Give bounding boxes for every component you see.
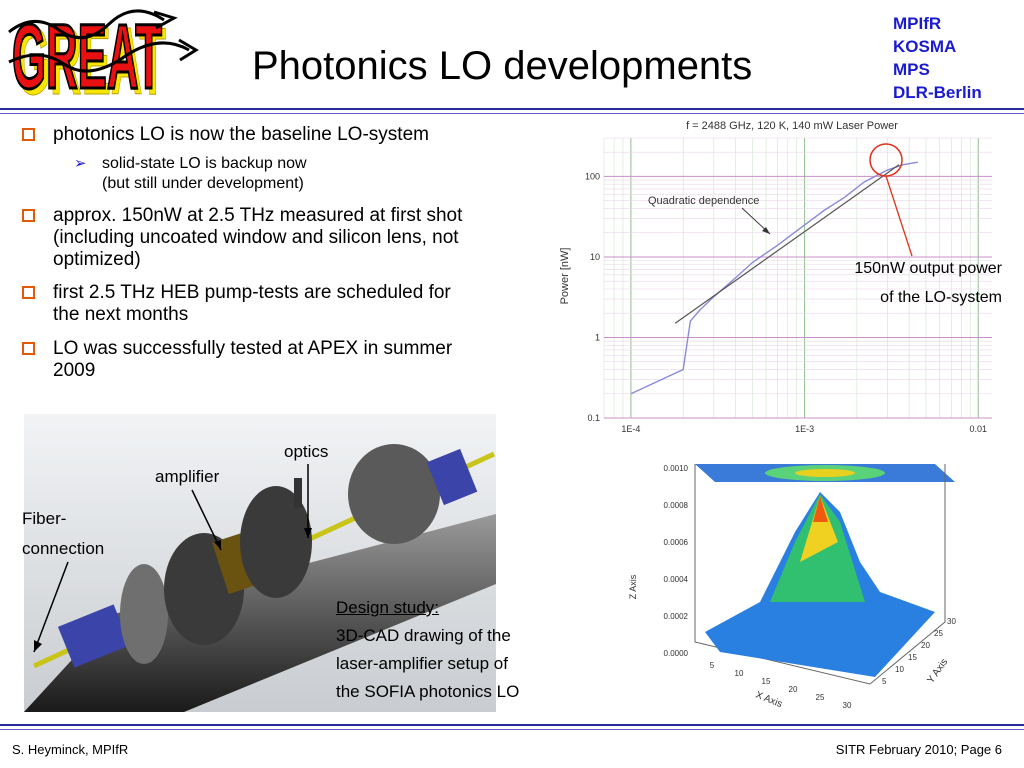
caption-heading: Design study: <box>336 598 439 617</box>
y-tick-label: 0.1 <box>587 413 600 423</box>
y-tick-label: 10 <box>590 252 600 262</box>
great-logo: GREAT GREAT <box>8 5 199 108</box>
bullet-text: photonics LO is now the baseline LO-syst… <box>53 124 429 145</box>
y-tick-label: 100 <box>585 171 600 181</box>
cad-drawing <box>24 414 496 712</box>
z-tick-label: 0.0010 <box>664 464 689 473</box>
institution-item: KOSMA <box>893 37 957 56</box>
motor-left <box>57 604 131 668</box>
institution-item: MPS <box>893 60 930 79</box>
surface-plot: 0.0000 0.0002 0.0004 0.0006 0.0008 0.0010 5 10… <box>620 452 970 714</box>
amplifier-pointer <box>191 489 222 551</box>
y-tick-label: 1 <box>595 332 600 342</box>
bullet-text: first 2.5 THz HEB pump-tests are schedul… <box>53 282 451 326</box>
power-annotation: 150nW output power of the LO-system <box>800 254 1002 312</box>
x-tick-label: 20 <box>789 685 798 694</box>
z-tick-labels: 0.0000 0.0002 0.0004 0.0006 0.0008 0.0010 <box>664 464 689 658</box>
bullet-line: approx. 150nW at 2.5 THz measured at fir… <box>53 205 463 226</box>
sub-bullet-text: solid-state LO is backup now <box>102 155 307 172</box>
caption-line: the SOFIA photonics LO <box>336 682 520 701</box>
power-annotation-line: of the LO-system <box>880 289 1002 306</box>
optics-arrowhead <box>304 528 312 538</box>
housing-left <box>120 564 168 664</box>
bullet-line: first 2.5 THz HEB pump-tests are schedul… <box>53 282 451 303</box>
institution-item: MPIfR <box>893 14 942 33</box>
page-title: Photonics LO developments <box>252 44 753 88</box>
bullet-text: LO was successfully tested at APEX in su… <box>53 338 452 382</box>
footer-author: S. Heyminck, MPIfR <box>12 742 129 757</box>
surface-high <box>800 496 838 562</box>
amplifier-label: amplifier <box>155 467 220 486</box>
fiber-arrowhead <box>34 640 42 652</box>
header-rule <box>0 108 1024 110</box>
z-tick-label: 0.0000 <box>664 649 689 658</box>
caption-line: 3D-CAD drawing of the <box>336 626 511 645</box>
z-tick-label: 0.0002 <box>664 612 689 621</box>
fiber-pointer <box>33 561 69 653</box>
y-tick-label: 20 <box>921 641 930 650</box>
z-tick-label: 0.0004 <box>664 575 689 584</box>
y-tick-label: 10 <box>895 665 904 674</box>
y-tick-label: 15 <box>908 653 917 662</box>
bullet-line: the next months <box>53 304 189 325</box>
amplifier-arrowhead <box>214 540 221 550</box>
optics-label: optics <box>284 442 329 461</box>
flange-mid <box>240 486 312 598</box>
x-tick-label: 0.01 <box>969 424 987 434</box>
cad-caption: Design study: 3D-CAD drawing of the lase… <box>336 594 519 706</box>
x-tick-label: 5 <box>710 661 715 670</box>
bullet-box-icon <box>22 128 35 141</box>
housing-right <box>348 444 440 544</box>
highlight-pointer <box>885 175 913 257</box>
y-tick-labels: 5 10 15 20 25 30 <box>882 617 956 686</box>
x-tick-label: 30 <box>843 701 852 710</box>
institutions-list: MPIfR KOSMA MPS DLR-Berlin <box>893 12 982 104</box>
chart-tick-labels: 1E-4 1E-3 0.01 0.1 1 10 100 <box>585 171 987 434</box>
institution-item: DLR-Berlin <box>893 83 982 102</box>
bullet-box-icon <box>22 342 35 355</box>
y-tick-label: 25 <box>934 629 943 638</box>
bullet-line: (including uncoated window and silicon l… <box>53 227 459 248</box>
x-tick-label: 1E-4 <box>621 424 640 434</box>
y-tick-label: 30 <box>947 617 956 626</box>
footer-rule-thin <box>0 729 1024 730</box>
fiber-connection-label: Fiber- connection <box>22 504 104 564</box>
bullet-line: optimized) <box>53 249 141 270</box>
quadratic-annotation: Quadratic dependence <box>648 195 759 207</box>
sub-bullet-text: (but still under development) <box>102 175 304 192</box>
header-rule-thin <box>0 113 1024 114</box>
z-tick-label: 0.0006 <box>664 538 689 547</box>
projection-core <box>795 469 855 477</box>
chart-title: f = 2488 GHz, 120 K, 140 mW Laser Power <box>686 120 898 132</box>
plot-box <box>694 464 946 685</box>
footer-rule <box>0 724 1024 726</box>
power-annotation-line: 150nW output power <box>854 260 1002 277</box>
surface-peak <box>813 496 828 522</box>
optics-post <box>294 478 302 508</box>
x-tick-label: 1E-3 <box>795 424 814 434</box>
arrow-bullet-icon: ➢ <box>74 155 87 172</box>
power-chart: f = 2488 GHz, 120 K, 140 mW Laser Power … <box>556 116 1010 436</box>
bullet-box-icon <box>22 209 35 222</box>
fiber-label-line: connection <box>22 539 105 558</box>
bullet-line: LO was successfully tested at APEX in su… <box>53 338 453 359</box>
bullet-text: approx. 150nW at 2.5 THz measured at fir… <box>53 205 462 271</box>
quadratic-fit-line <box>674 164 900 324</box>
annotation-arrowhead <box>762 227 770 234</box>
caption-line: laser-amplifier setup of <box>336 654 508 673</box>
bullet-box-icon <box>22 286 35 299</box>
bullet-line: 2009 <box>53 360 96 381</box>
z-axis-label: Z Axis <box>628 574 638 599</box>
logo-yellow-text: GREAT <box>16 8 166 108</box>
z-tick-label: 0.0008 <box>664 501 689 510</box>
x-tick-label: 15 <box>762 677 771 686</box>
footer-page-info: SITR February 2010; Page 6 <box>835 742 1002 757</box>
x-tick-labels: 5 10 15 20 25 30 <box>710 661 852 710</box>
y-tick-label: 5 <box>882 677 887 686</box>
fiber-label-line: Fiber- <box>22 509 67 528</box>
x-tick-label: 10 <box>735 669 744 678</box>
y-axis-label: Power [nW] <box>559 248 571 305</box>
x-tick-label: 25 <box>816 693 825 702</box>
motor-right <box>426 448 478 506</box>
